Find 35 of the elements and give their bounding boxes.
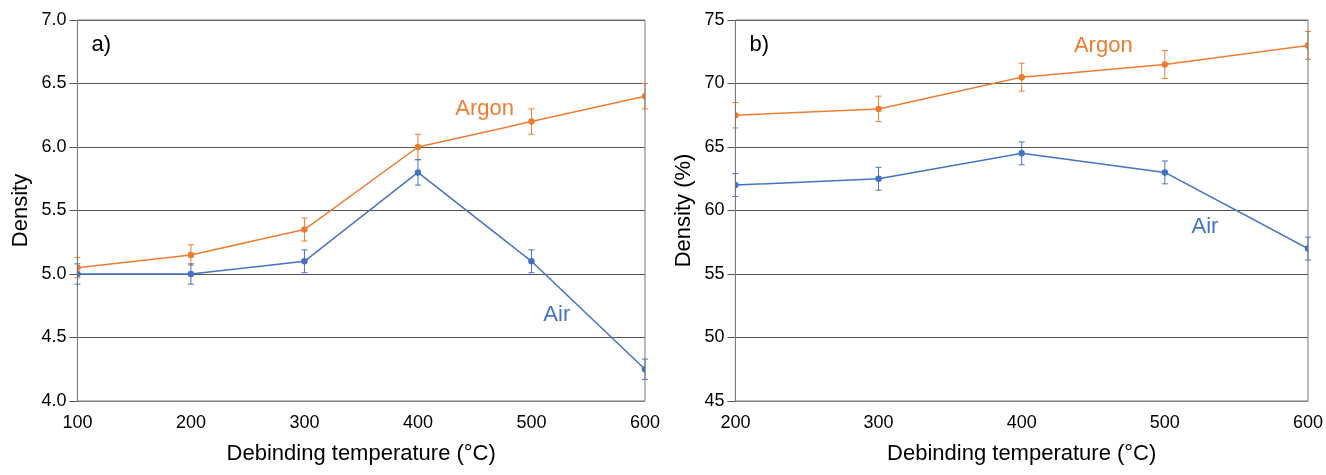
y-tick-label: 7.0: [41, 8, 67, 29]
x-tick-label: 200: [720, 411, 751, 432]
y-tick-label: 6.0: [41, 135, 67, 156]
series-label: Air: [543, 301, 571, 327]
y-axis-title: Density: [7, 173, 33, 248]
x-tick-label: 200: [175, 411, 206, 432]
x-axis-title: Debinding temperature (°C): [887, 439, 1157, 465]
x-tick-label: 500: [1149, 411, 1180, 432]
x-tick-label: 300: [289, 411, 320, 432]
y-tick-label: 75: [704, 8, 725, 29]
y-tick-label: 5.0: [41, 262, 67, 283]
x-axis-title: Debinding temperature (°C): [226, 439, 496, 465]
y-tick-label: 4.5: [41, 326, 67, 347]
y-tick-label: 55: [704, 262, 725, 283]
x-tick-label: 600: [1292, 411, 1324, 432]
x-tick-label: 400: [402, 411, 433, 432]
y-tick-label: 65: [704, 135, 725, 156]
x-tick-label: 600: [629, 411, 661, 432]
x-tick-label: 300: [863, 411, 894, 432]
y-tick-label: 70: [704, 72, 725, 93]
x-tick-label: 500: [516, 411, 547, 432]
y-tick-label: 5.5: [41, 199, 67, 220]
series-label: Argon: [455, 95, 515, 121]
y-tick-label: 4.0: [41, 389, 67, 410]
y-tick-label: 45: [704, 389, 725, 410]
series-label: Argon: [1073, 31, 1133, 57]
x-tick-label: 400: [1006, 411, 1037, 432]
y-tick-label: 6.5: [41, 72, 67, 93]
y-axis-title: Density (%): [670, 153, 696, 268]
annotation: a): [91, 31, 111, 57]
y-tick-label: 60: [704, 199, 725, 220]
annotation: b): [749, 31, 769, 57]
x-tick-label: 100: [62, 411, 93, 432]
series-label: Air: [1191, 212, 1219, 238]
y-tick-label: 50: [704, 326, 725, 347]
